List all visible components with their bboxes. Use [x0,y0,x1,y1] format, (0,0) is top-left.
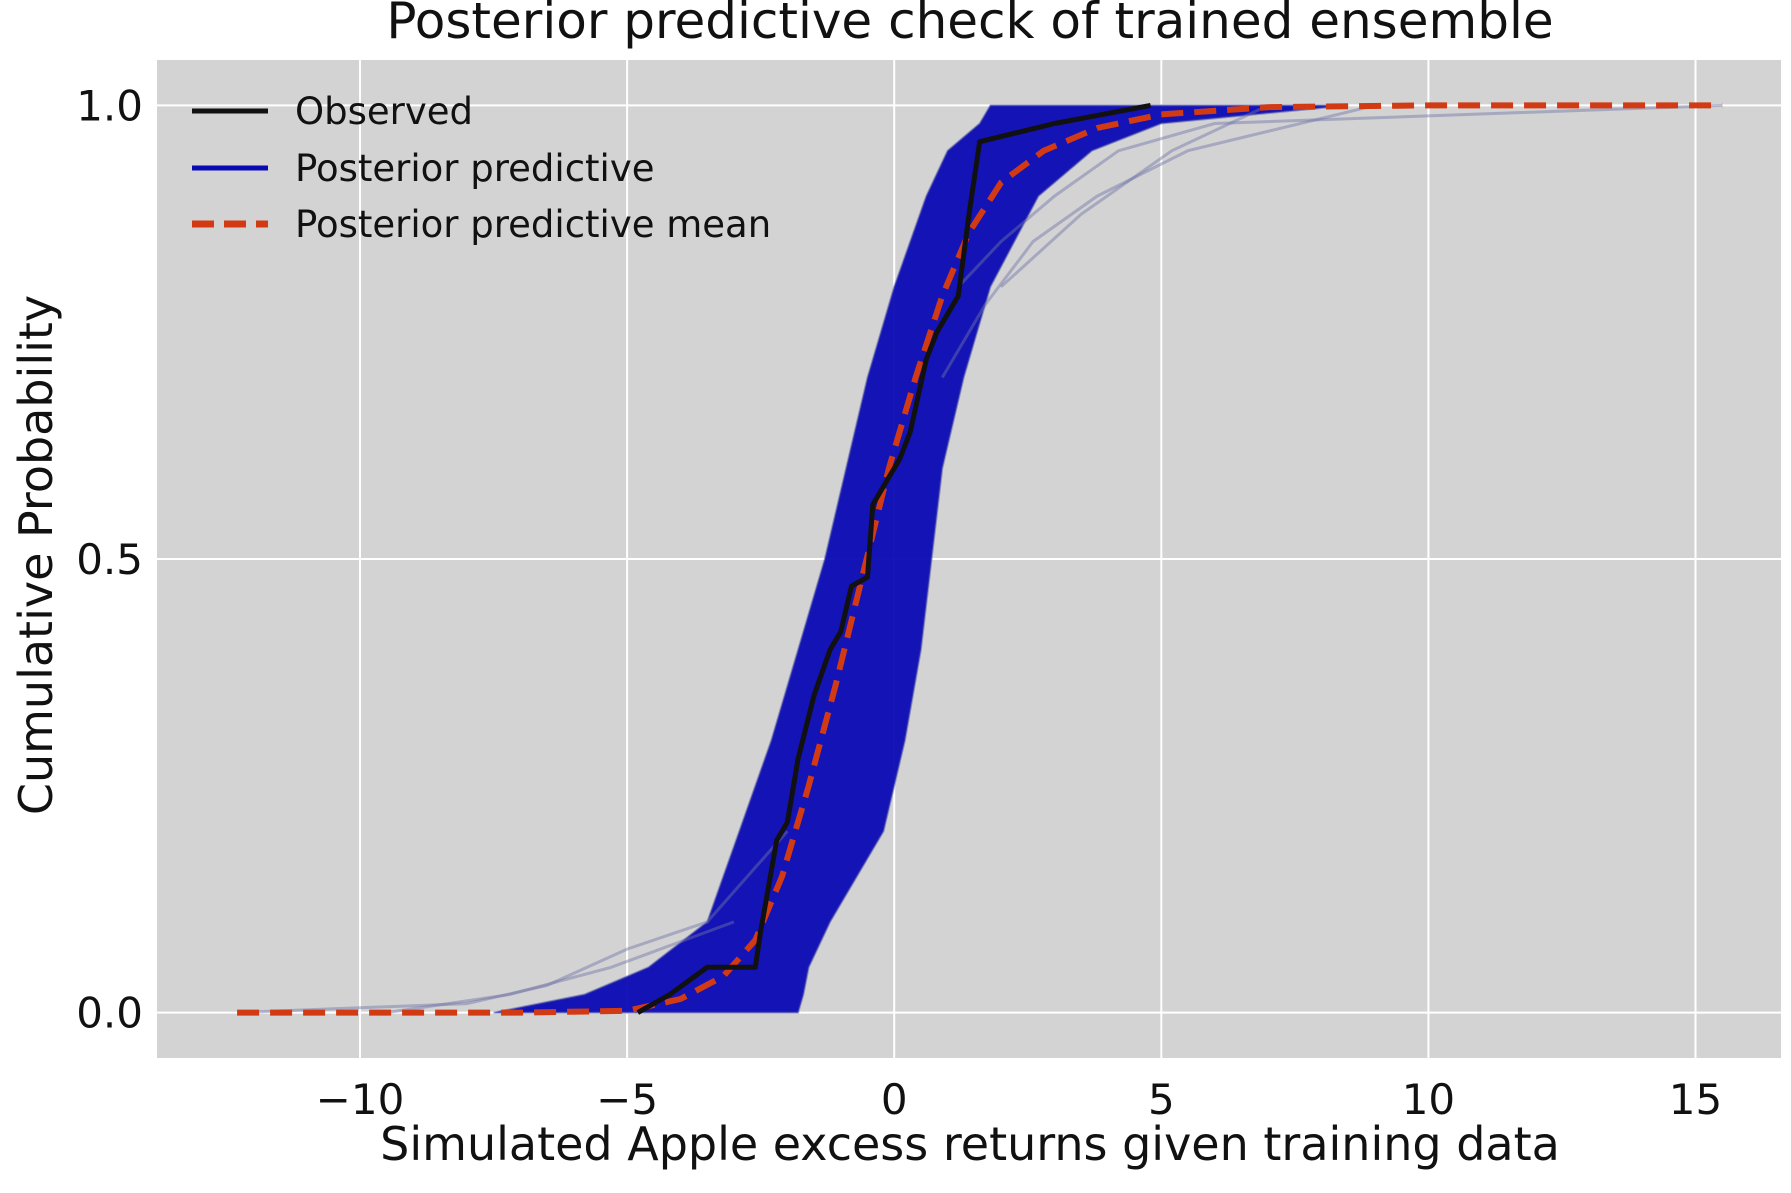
posterior-predictive-band [493,104,1349,1014]
x-tick-label: 15 [1669,1075,1722,1124]
posterior-predictive-draw [941,103,1376,379]
posterior-predictive-draw [386,920,735,1015]
posterior-predictive-area [493,104,1349,1014]
x-tick-label: 10 [1402,1075,1455,1124]
posterior-predictive-draw [237,830,789,1015]
tick-labels: −10 −5 0 5 10 15 0.0 0.5 1.0 [76,81,1722,1124]
x-tick-label: −5 [596,1075,658,1124]
y-axis-label: Cumulative Probability [9,295,63,815]
legend: Observed Posterior predictive Posterior … [192,90,771,246]
x-tick-label: 0 [881,1075,908,1124]
x-tick-label: −10 [316,1075,405,1124]
posterior-predictive-outliers [237,103,1723,1015]
chart-title: Posterior predictive check of trained en… [386,0,1553,50]
series-line-posterior-predictive-mean [237,102,1723,1016]
x-tick-label: 5 [1148,1075,1175,1124]
legend-label-observed: Observed [295,90,473,133]
legend-label-posterior-predictive-mean: Posterior predictive mean [295,203,771,246]
legend-label-posterior-predictive: Posterior predictive [295,147,655,190]
posterior-predictive-draw [1000,104,1269,288]
y-tick-label: 1.0 [76,81,143,130]
series-line-observed [636,102,1152,1015]
posterior-predictive-draw [957,103,1723,288]
series-lines [237,102,1723,1016]
x-axis-label: Simulated Apple excess returns given tra… [380,1117,1560,1171]
y-tick-label: 0.5 [76,535,143,584]
y-tick-label: 0.0 [76,989,143,1038]
